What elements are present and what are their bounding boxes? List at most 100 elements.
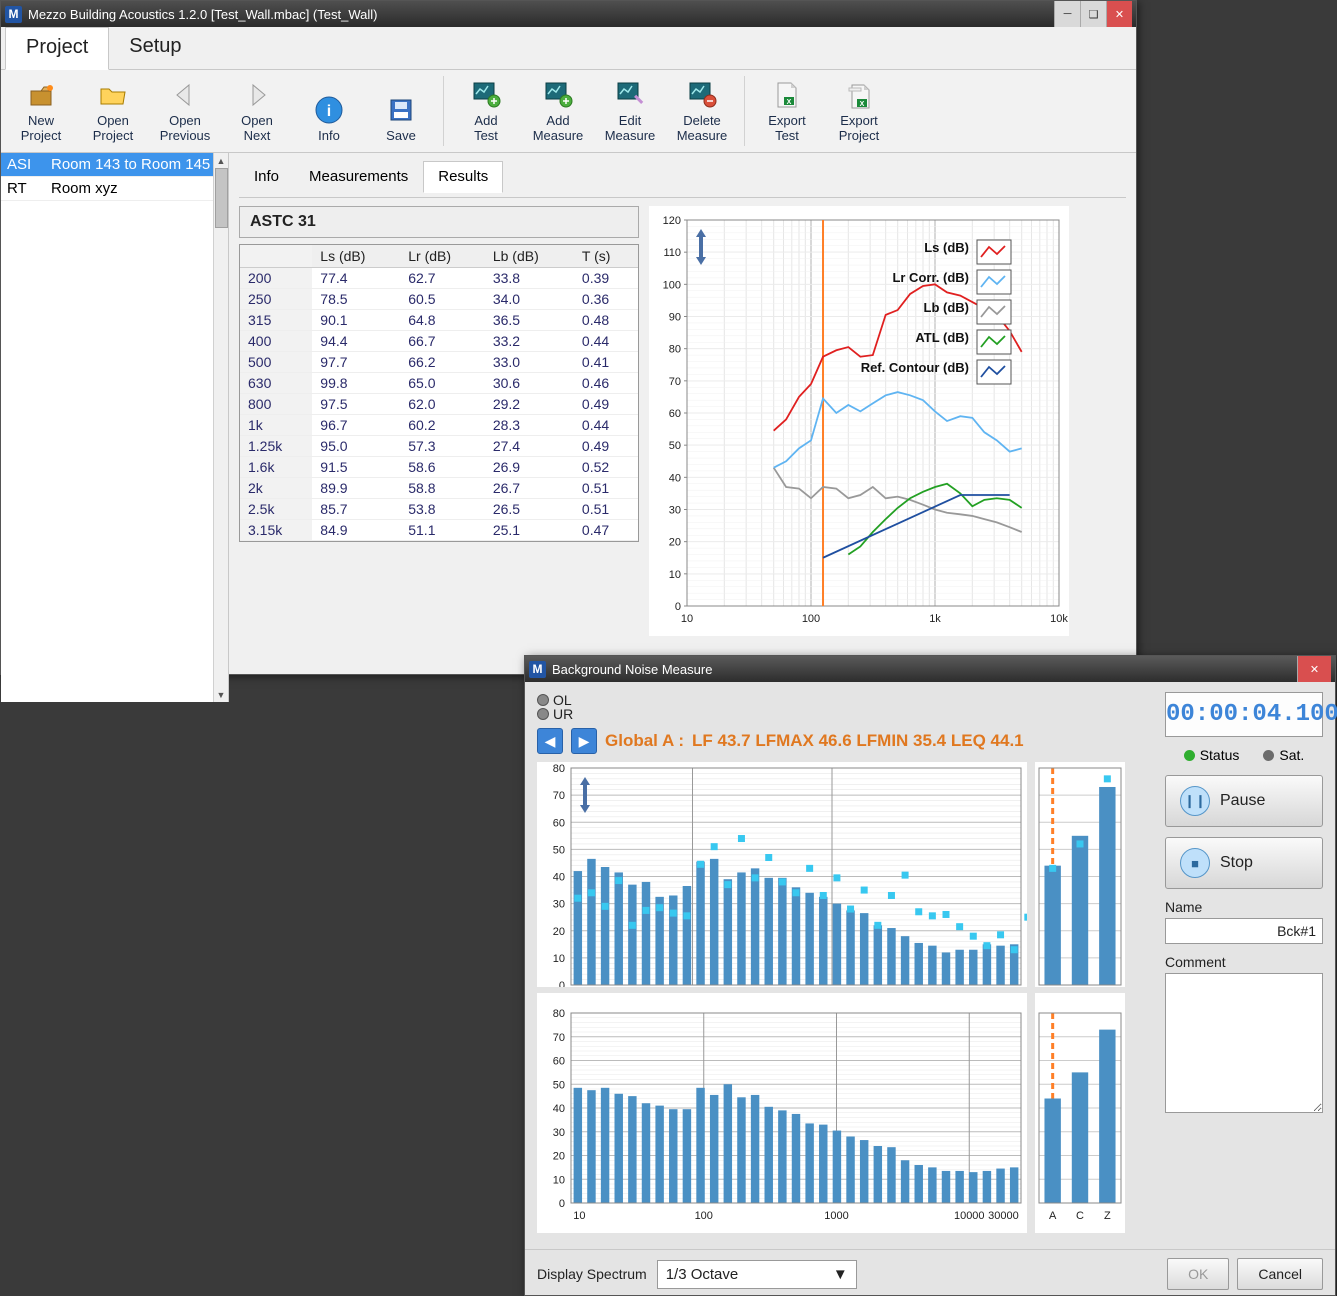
table-row[interactable]: 1.25k 95.0 57.3 27.4 0.49: [240, 436, 638, 457]
table-row[interactable]: 400 94.4 66.7 33.2 0.44: [240, 331, 638, 352]
tab-project[interactable]: Project: [5, 27, 109, 70]
svg-text:60: 60: [553, 817, 565, 829]
new-project-button[interactable]: New Project: [7, 74, 75, 148]
svg-text:110: 110: [663, 247, 681, 259]
spectrum-dropdown-chevron-icon: ▼: [833, 1266, 848, 1283]
ribbon-separator-2: [744, 76, 745, 146]
subtab-results[interactable]: Results: [423, 161, 503, 193]
measurement-list-panel[interactable]: ASI Room 143 to Room 145 RT Room xyz ▲ ▼: [1, 153, 229, 702]
add-measure-button[interactable]: Add Measure: [524, 74, 592, 148]
table-row[interactable]: 630 99.8 65.0 30.6 0.46: [240, 373, 638, 394]
cancel-button[interactable]: Cancel: [1237, 1258, 1323, 1290]
open-project-label-1: Open: [97, 113, 129, 128]
results-chart[interactable]: 0 10 20 30 40 50 60 70 80 90 100 110 120 10 100 1k 10k Ls…: [649, 206, 1126, 636]
name-field-label: Name: [1165, 899, 1323, 915]
list-scrollbar[interactable]: ▲ ▼: [213, 153, 228, 702]
add-test-button[interactable]: Add Test: [452, 74, 520, 148]
subtab-info[interactable]: Info: [239, 161, 294, 192]
name-input-field[interactable]: [1165, 918, 1323, 944]
svg-text:10k: 10k: [1050, 613, 1068, 625]
restore-button[interactable]: ❑: [1080, 1, 1106, 27]
edit-measure-label-1: Edit: [619, 113, 641, 128]
list-row-asi-name: Room 143 to Room 145: [45, 153, 228, 176]
info-button[interactable]: i Info: [295, 74, 363, 148]
chart-row-bottom: 0 10 20 30 40 50 60 70 80 10 100 1000 10000 30000 ACZ: [537, 993, 1155, 1233]
delete-measure-label-2: Measure: [677, 128, 728, 143]
table-row[interactable]: 2k 89.9 58.8 26.7 0.51: [240, 478, 638, 499]
list-row-rt[interactable]: RT Room xyz: [1, 177, 228, 201]
global-label: Global A :: [605, 731, 684, 751]
svg-text:X: X: [787, 99, 792, 106]
table-row[interactable]: 1.6k 91.5 58.6 26.9 0.52: [240, 457, 638, 478]
svg-text:1k: 1k: [929, 613, 941, 625]
ok-button[interactable]: OK: [1167, 1258, 1229, 1290]
edit-measure-icon: [614, 79, 646, 111]
table-row[interactable]: 2.5k 85.7 53.8 26.5 0.51: [240, 499, 638, 520]
svg-text:0: 0: [559, 1198, 565, 1210]
table-row[interactable]: 315 90.1 64.8 36.5 0.48: [240, 310, 638, 331]
export-test-label-1: Export: [768, 113, 806, 128]
list-scroll-down-icon[interactable]: ▼: [214, 687, 228, 702]
table-row[interactable]: 800 97.5 62.0 29.2 0.49: [240, 394, 638, 415]
ribbon-tabs: Project Setup: [1, 27, 1136, 70]
list-row-asi[interactable]: ASI Room 143 to Room 145: [1, 153, 228, 177]
open-next-button[interactable]: Open Next: [223, 74, 291, 148]
ribbon-bar: New Project Open Project Open Previous O…: [1, 70, 1136, 153]
table-row[interactable]: 3.15k 84.9 51.1 25.1 0.47: [240, 520, 638, 541]
subtab-measurements[interactable]: Measurements: [294, 161, 423, 192]
table-row[interactable]: 1k 96.7 60.2 28.3 0.44: [240, 415, 638, 436]
bgnoise-window: M Background Noise Measure ✕ OL UR ◀ ▶ G…: [524, 655, 1336, 1296]
svg-text:100: 100: [695, 1210, 713, 1222]
svg-text:40: 40: [553, 872, 565, 884]
export-test-button[interactable]: X Export Test: [753, 74, 821, 148]
delete-measure-button[interactable]: Delete Measure: [668, 74, 736, 148]
main-window-title: Mezzo Building Acoustics 1.2.0 [Test_Wal…: [28, 7, 541, 22]
table-wrap: ASTC 31 Ls (dB) Lr (dB) Lb (dB) T (s): [239, 206, 639, 636]
save-button[interactable]: Save: [367, 74, 435, 148]
close-button[interactable]: ✕: [1106, 1, 1132, 27]
comment-textarea[interactable]: [1165, 973, 1323, 1113]
bgnoise-close-button[interactable]: ✕: [1297, 656, 1331, 682]
bg-body: OL UR ◀ ▶ Global A : LF 43.7 LFMAX 46.6 …: [525, 682, 1335, 1249]
table-row[interactable]: 500 97.7 66.2 33.0 0.41: [240, 352, 638, 373]
bottom-chart[interactable]: 0 10 20 30 40 50 60 70 80 10 100 1000 10000 30000: [537, 993, 1027, 1233]
list-scroll-up-icon[interactable]: ▲: [214, 153, 228, 168]
list-scrollbar-thumb[interactable]: [215, 168, 228, 228]
radio-ur[interactable]: UR: [537, 706, 573, 722]
table-row[interactable]: 250 78.5 60.5 34.0 0.36: [240, 289, 638, 310]
svg-text:10000: 10000: [954, 1210, 985, 1222]
svg-text:0: 0: [559, 980, 565, 987]
export-project-button[interactable]: X Export Project: [825, 74, 893, 148]
svg-text:80: 80: [669, 344, 681, 356]
top-chart[interactable]: 0 10 20 30 40 50 60 70 80: [537, 762, 1027, 987]
new-project-label-2: Project: [21, 128, 61, 143]
svg-text:60: 60: [553, 1056, 565, 1068]
stop-button[interactable]: ■ Stop: [1165, 837, 1323, 889]
top-chart-mini[interactable]: [1035, 762, 1125, 987]
open-previous-button[interactable]: Open Previous: [151, 74, 219, 148]
svg-text:50: 50: [669, 440, 681, 452]
edit-measure-button[interactable]: Edit Measure: [596, 74, 664, 148]
results-data-table[interactable]: Ls (dB) Lr (dB) Lb (dB) T (s) 200 77.4 62.…: [239, 244, 639, 542]
minimize-button[interactable]: ─: [1054, 1, 1080, 27]
main-window: M Mezzo Building Acoustics 1.2.0 [Test_W…: [0, 0, 1137, 675]
svg-text:0: 0: [675, 601, 681, 613]
info-label-1: Info: [318, 128, 340, 143]
svg-text:40: 40: [669, 472, 681, 484]
svg-text:10: 10: [573, 1210, 585, 1222]
info-icon: i: [313, 94, 345, 126]
svg-text:50: 50: [553, 1079, 565, 1091]
svg-text:120: 120: [663, 215, 681, 227]
open-project-button[interactable]: Open Project: [79, 74, 147, 148]
pause-button[interactable]: ❙❙ Pause: [1165, 775, 1323, 827]
svg-text:30: 30: [553, 899, 565, 911]
spectrum-dropdown[interactable]: 1/3 Octave ▼: [657, 1260, 857, 1289]
table-header-ls: Ls (dB): [312, 245, 400, 268]
table-row[interactable]: 200 77.4 62.7 33.8 0.39: [240, 268, 638, 289]
svg-text:70: 70: [669, 376, 681, 388]
tab-setup[interactable]: Setup: [109, 27, 201, 69]
open-previous-label-2: Previous: [160, 128, 211, 143]
nav-prev-button[interactable]: ◀: [537, 728, 563, 754]
nav-next-button[interactable]: ▶: [571, 728, 597, 754]
